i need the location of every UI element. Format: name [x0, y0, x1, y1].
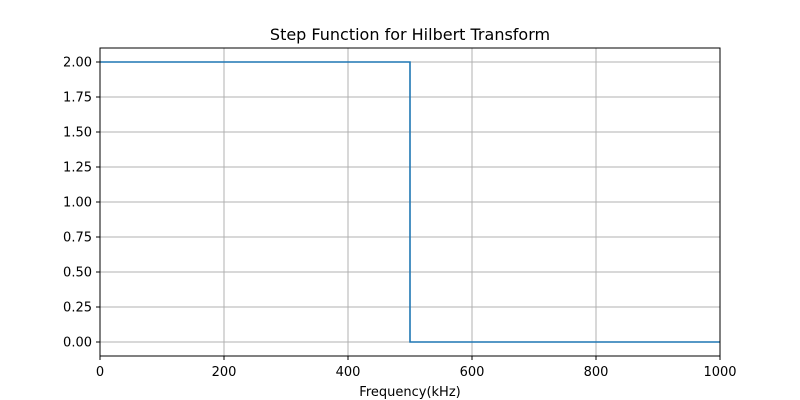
y-tick-label: 2.00: [63, 56, 92, 71]
x-tick-label: 1000: [703, 365, 736, 380]
y-tick-label: 0.75: [63, 231, 92, 246]
x-tick-label: 400: [336, 365, 361, 380]
x-tick-label: 200: [212, 365, 237, 380]
y-tick-label: 1.00: [63, 196, 92, 211]
y-tick-label: 1.50: [63, 126, 92, 141]
series-layer: [100, 61, 720, 343]
x-tick-label: 600: [460, 365, 485, 380]
tick-layer: 0 200 400 600 800 1000 0.00 0.25 0.50 0.75 1.00 1.2…: [63, 56, 737, 381]
chart-title: Step Function for Hilbert Transform: [270, 25, 550, 44]
y-tick-label: 1.75: [63, 91, 92, 106]
x-axis-label: Frequency(kHz): [359, 385, 460, 400]
y-tick-label: 0.00: [63, 336, 92, 351]
x-tick-label: 0: [96, 365, 104, 380]
y-tick-label: 0.25: [63, 301, 92, 316]
y-tick-label: 0.50: [63, 266, 92, 281]
series-line: [100, 61, 720, 343]
y-tick-label: 1.25: [63, 161, 92, 176]
x-tick-label: 800: [584, 365, 609, 380]
